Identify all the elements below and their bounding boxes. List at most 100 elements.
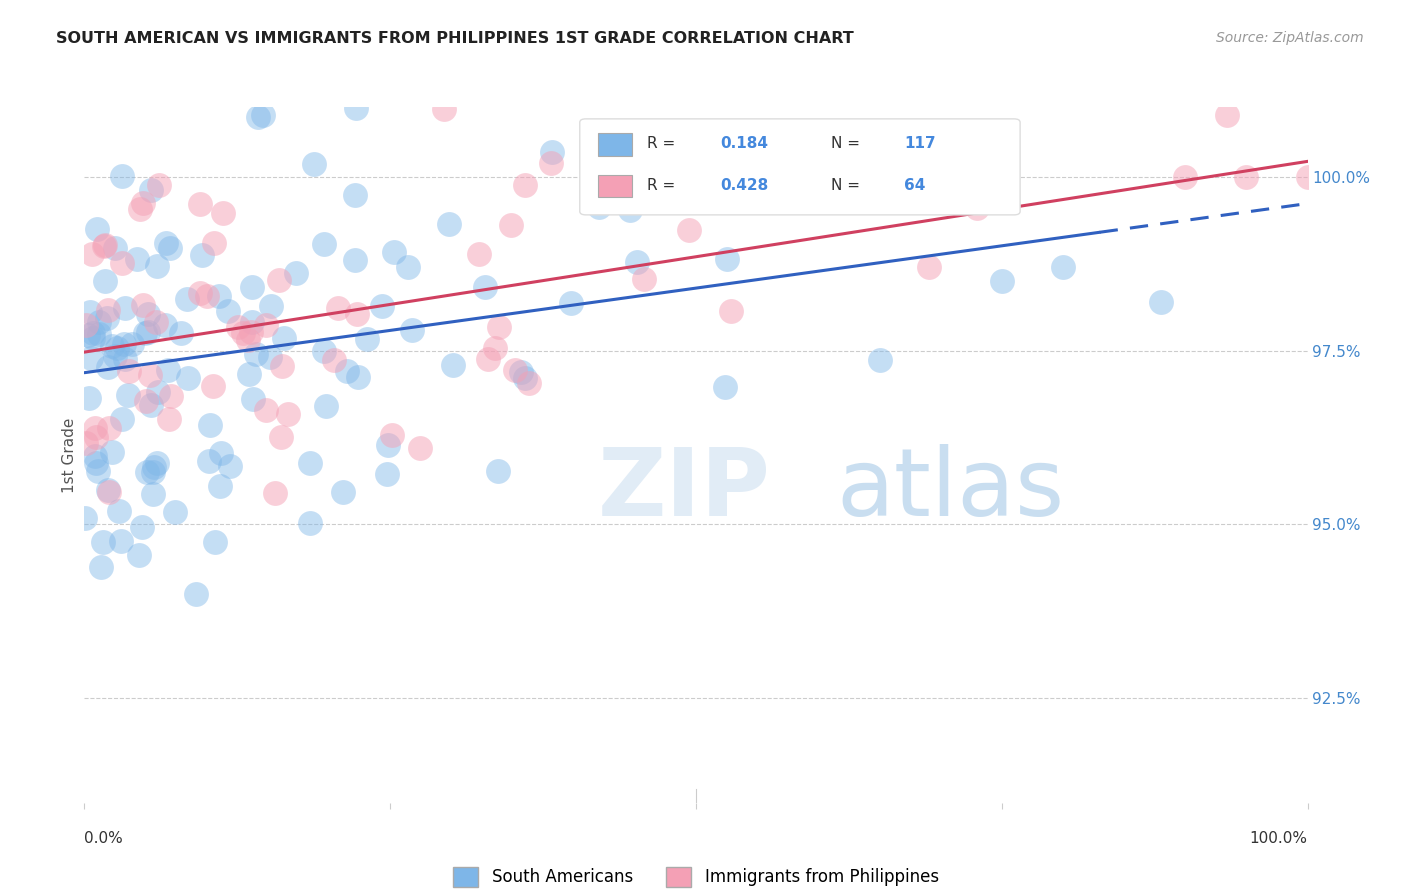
Point [375, 467, 398, 482]
Point [238, 368, 260, 382]
Point [101, 444, 124, 458]
Point [217, 303, 239, 318]
Point [131, 519, 153, 533]
Point [101, 339, 124, 353]
Point [86, 222, 108, 236]
Point [77, 327, 100, 342]
Point [84, 430, 107, 444]
Point [87, 315, 110, 329]
Point [134, 326, 156, 340]
Text: Source: ZipAtlas.com: Source: ZipAtlas.com [1216, 31, 1364, 45]
Point [377, 438, 399, 452]
Point [252, 108, 274, 122]
Point [240, 325, 263, 339]
Point [177, 371, 200, 385]
Point [212, 205, 235, 219]
Point [198, 454, 221, 468]
Point [588, 200, 610, 214]
Point [384, 244, 406, 259]
Point [142, 486, 165, 500]
Text: R =: R = [647, 136, 681, 152]
Point [110, 411, 132, 425]
Point [1150, 294, 1173, 309]
Point [145, 315, 167, 329]
Point [87, 464, 110, 478]
Point [439, 218, 461, 232]
Point [270, 430, 292, 444]
Point [560, 296, 582, 310]
Text: 0.428: 0.428 [720, 178, 769, 194]
Point [1052, 260, 1074, 274]
Text: 117: 117 [904, 136, 935, 152]
Text: SOUTH AMERICAN VS IMMIGRANTS FROM PHILIPPINES 1ST GRADE CORRELATION CHART: SOUTH AMERICAN VS IMMIGRANTS FROM PHILIP… [56, 31, 853, 46]
Legend: South Americans, Immigrants from Philippines: South Americans, Immigrants from Philipp… [447, 860, 945, 892]
Point [218, 459, 240, 474]
Point [204, 534, 226, 549]
Point [90, 560, 112, 574]
Point [259, 299, 281, 313]
Point [145, 456, 167, 470]
Point [155, 235, 177, 250]
Point [238, 333, 260, 347]
Point [146, 385, 169, 400]
Text: 100.0%: 100.0% [1250, 830, 1308, 846]
Point [197, 289, 219, 303]
Point [148, 178, 170, 192]
Point [157, 363, 180, 377]
Point [633, 271, 655, 285]
Point [83, 420, 105, 434]
Point [356, 332, 378, 346]
Point [128, 549, 150, 563]
Point [184, 586, 207, 600]
Point [503, 363, 526, 377]
Point [163, 505, 186, 519]
Point [1296, 169, 1319, 184]
Point [205, 45, 228, 59]
Point [513, 371, 536, 385]
Point [136, 466, 159, 480]
Point [273, 331, 295, 345]
Point [139, 368, 162, 382]
Point [474, 280, 496, 294]
Point [240, 315, 263, 329]
Point [188, 286, 211, 301]
Point [94, 274, 117, 288]
Point [714, 380, 737, 394]
Point [86, 456, 108, 470]
Point [202, 235, 225, 250]
Text: N =: N = [831, 136, 865, 152]
Point [692, 189, 714, 203]
Point [190, 248, 212, 262]
Point [441, 359, 464, 373]
Point [118, 364, 141, 378]
Point [82, 246, 104, 260]
Point [254, 318, 277, 332]
Point [232, 326, 254, 340]
Point [136, 325, 159, 339]
Point [142, 460, 165, 475]
Point [541, 145, 564, 159]
Point [135, 393, 157, 408]
Point [468, 247, 491, 261]
Point [82, 331, 104, 345]
Point [716, 252, 738, 266]
Point [966, 201, 988, 215]
Point [869, 352, 891, 367]
Point [107, 504, 129, 518]
Point [247, 111, 270, 125]
FancyBboxPatch shape [598, 134, 633, 156]
Point [114, 301, 136, 315]
Point [209, 479, 232, 493]
Point [111, 169, 134, 183]
Point [117, 388, 139, 402]
Point [105, 342, 128, 356]
Point [97, 303, 120, 318]
Point [93, 238, 115, 252]
Point [484, 341, 506, 355]
Point [110, 534, 132, 549]
Point [132, 298, 155, 312]
Point [401, 323, 423, 337]
Text: 0.184: 0.184 [720, 136, 769, 152]
Point [259, 350, 281, 364]
Point [332, 485, 354, 500]
